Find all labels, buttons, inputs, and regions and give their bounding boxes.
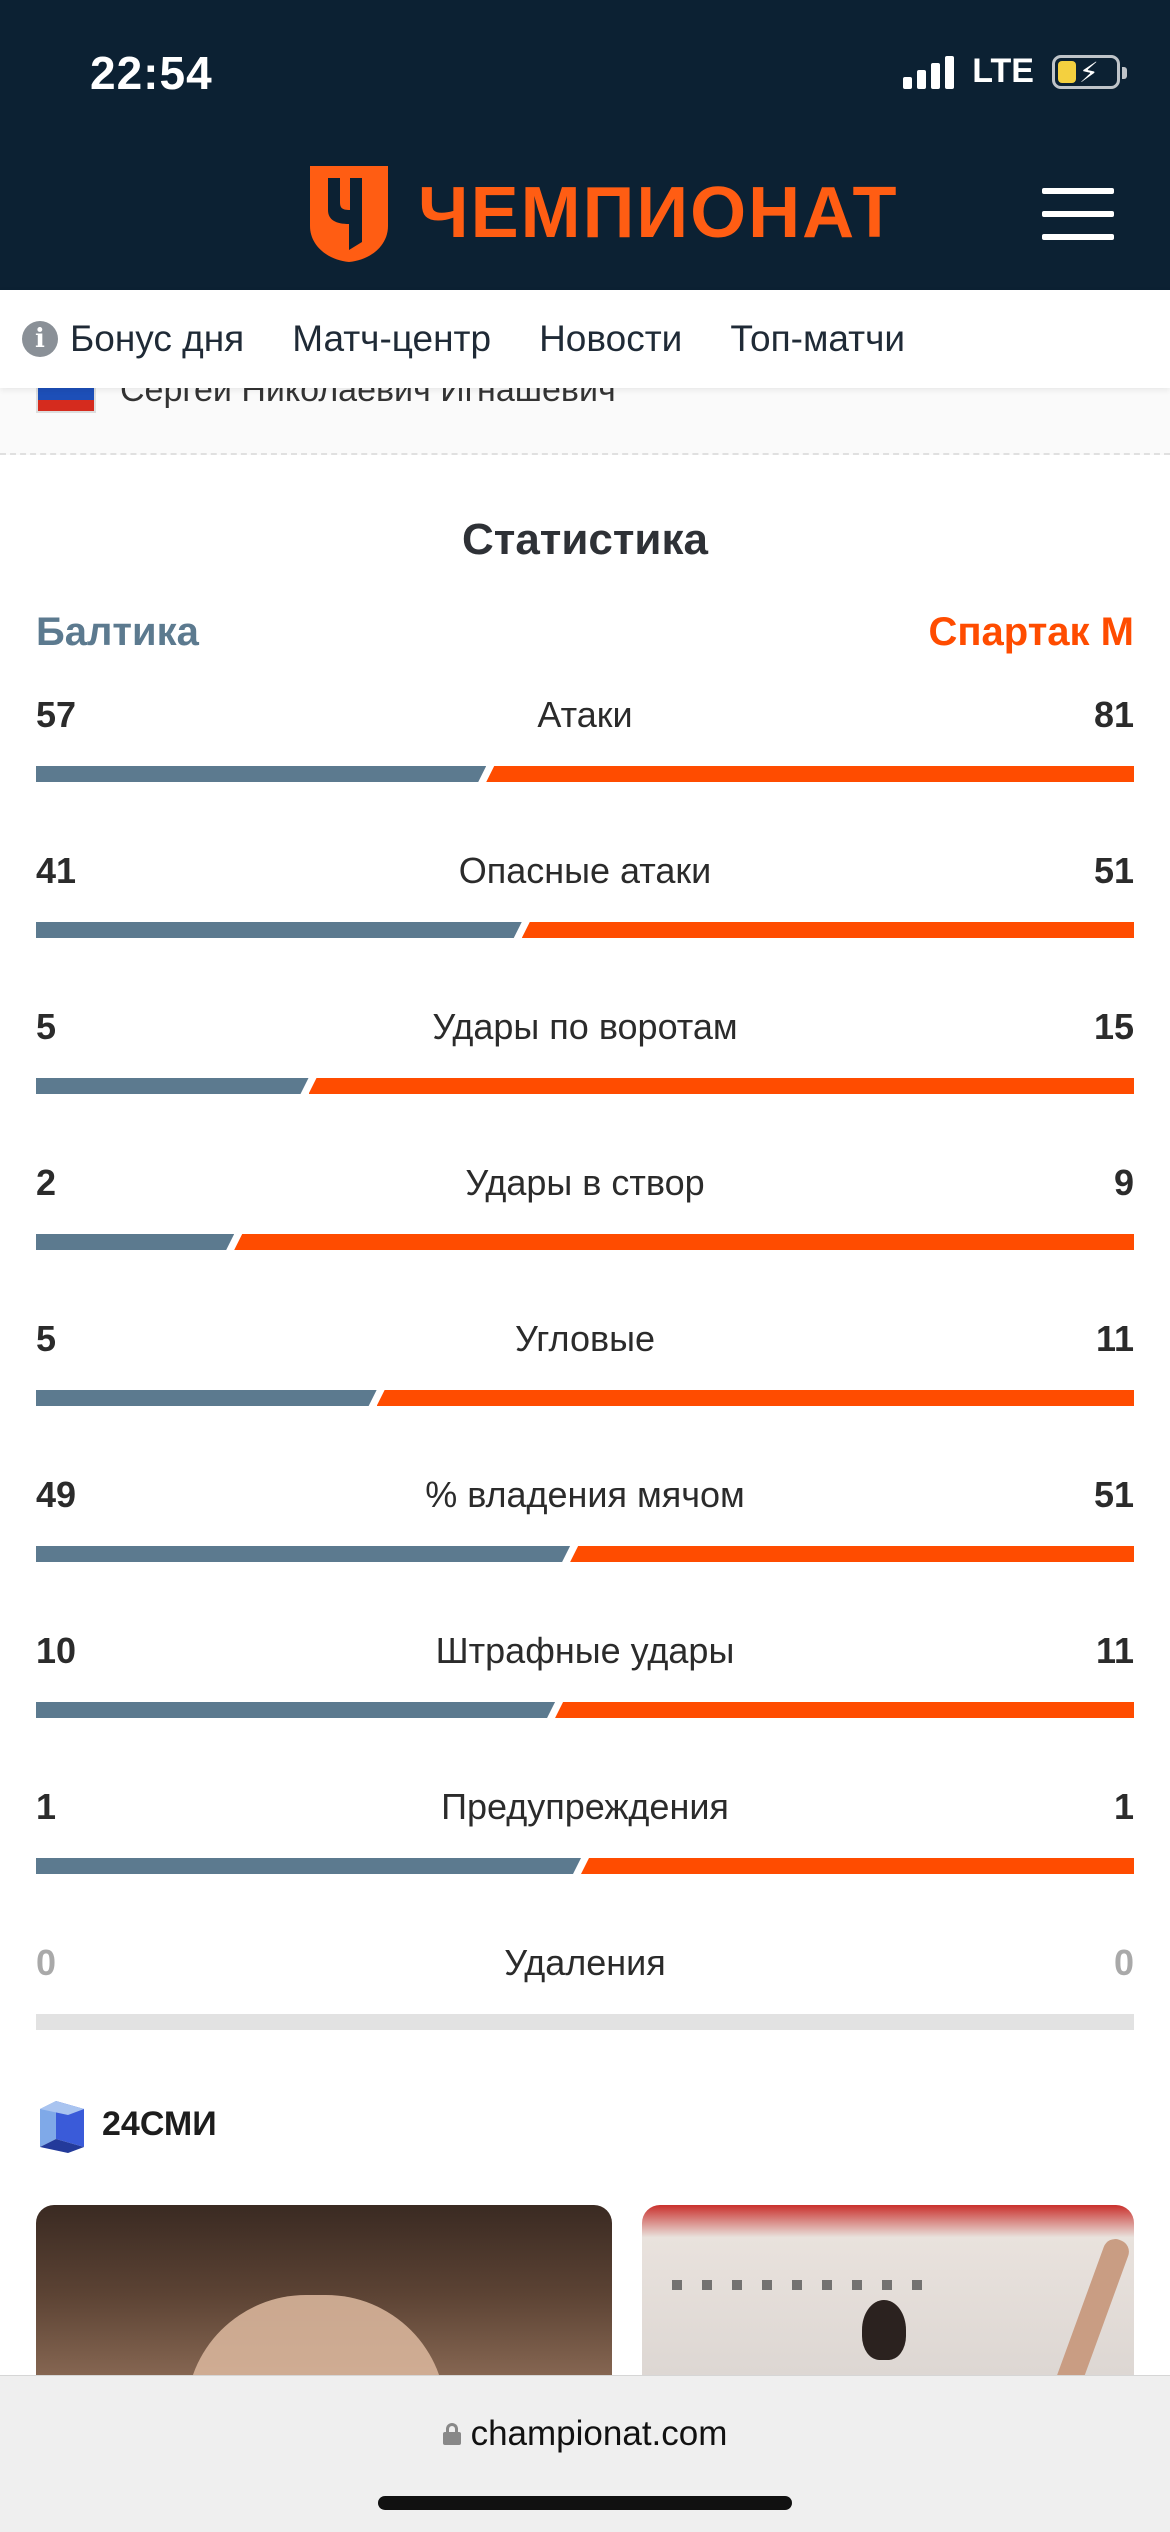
stat-row: 0 Удаления 0 — [36, 1938, 1134, 2058]
nav-item-label: Новости — [539, 318, 683, 359]
stat-bar — [36, 922, 1134, 938]
stat-away-value: 1 — [1113, 1786, 1134, 1827]
status-bar: 22:54 LTE ⚡ — [0, 0, 1170, 140]
stat-bar-home — [36, 922, 522, 938]
top-nav: i Бонус дня Матч-центр Новости Топ-матчи — [0, 290, 1170, 388]
news-card-image[interactable] — [36, 2205, 612, 2385]
stat-bar-away — [570, 1546, 1134, 1562]
stat-home-value: 5 — [36, 1006, 57, 1047]
away-team-name[interactable]: Спартак М — [928, 610, 1135, 654]
battery-icon: ⚡ — [1052, 54, 1127, 89]
stat-bar-home — [36, 1702, 555, 1718]
signal-icon — [903, 55, 955, 89]
nav-item-news[interactable]: Новости — [539, 318, 682, 360]
stat-away-value: 81 — [1093, 694, 1134, 735]
status-time: 22:54 — [90, 47, 213, 99]
stat-bar — [36, 1858, 1134, 1874]
stat-bar-away — [486, 766, 1134, 782]
home-team-name[interactable]: Балтика — [36, 610, 199, 654]
stat-away-value: 15 — [1093, 1006, 1134, 1047]
info-icon: i — [22, 321, 58, 357]
stat-home-value: 1 — [36, 1786, 57, 1827]
stat-home-value: 10 — [36, 1630, 77, 1671]
stat-bar-away — [555, 1702, 1134, 1718]
nav-item-bonus[interactable]: i Бонус дня — [22, 318, 244, 360]
url-text: championat.com — [470, 2414, 728, 2453]
stat-home-value: 2 — [36, 1162, 57, 1203]
statistics-title: Статистика — [462, 515, 708, 564]
browser-address-bar: championat.com — [0, 2375, 1170, 2532]
stat-bar — [36, 1702, 1134, 1718]
stat-away-value: 0 — [1113, 1942, 1134, 1983]
stat-bar-home — [36, 1234, 234, 1250]
referee-row: Сергей Николаевич Игнашевич — [0, 371, 1170, 455]
stat-bar — [36, 1546, 1134, 1562]
site-header: ЧЕМПИОНАТ — [0, 140, 1170, 290]
stat-bar-empty — [36, 2014, 1134, 2030]
smi-logo-icon — [40, 2101, 84, 2153]
status-indicators: LTE ⚡ — [903, 52, 1127, 91]
stat-bar-home — [36, 766, 486, 782]
home-indicator[interactable] — [378, 2496, 792, 2510]
nav-item-top-matches[interactable]: Топ-матчи — [730, 318, 905, 360]
stat-bar-home — [36, 1546, 570, 1562]
nav-item-label: Матч-центр — [292, 318, 492, 359]
stat-label: Опасные атаки — [458, 850, 712, 891]
teams-header: Балтика Спартак М — [36, 610, 1134, 655]
stat-row: 41 Опасные атаки 51 — [36, 846, 1134, 966]
stat-bar-away — [521, 922, 1134, 938]
stat-row: 1 Предупреждения 1 — [36, 1782, 1134, 1902]
stat-away-value: 51 — [1093, 1474, 1134, 1515]
stat-label: % владения мячом — [425, 1474, 745, 1515]
stat-label: Атаки — [537, 694, 633, 735]
stat-home-value: 41 — [36, 850, 77, 891]
smi-block-header[interactable]: 24СМИ — [36, 2095, 217, 2153]
stat-label: Угловые — [514, 1318, 656, 1359]
stat-bar — [36, 1234, 1134, 1250]
menu-icon[interactable] — [1042, 188, 1114, 240]
url-field[interactable]: championat.com — [0, 2414, 1170, 2454]
stat-home-value: 0 — [36, 1942, 57, 1983]
stat-home-value: 5 — [36, 1318, 57, 1359]
stat-row: 5 Удары по воротам 15 — [36, 1002, 1134, 1122]
stat-label: Удары по воротам — [432, 1006, 738, 1047]
stat-label: Удаления — [504, 1942, 666, 1983]
stat-label: Предупреждения — [441, 1786, 729, 1827]
stat-bar-home — [36, 1858, 581, 1874]
stat-away-value: 51 — [1093, 850, 1134, 891]
stat-away-value: 9 — [1113, 1162, 1134, 1203]
stat-away-value: 11 — [1095, 1318, 1134, 1359]
stat-row: 5 Угловые 11 — [36, 1314, 1134, 1434]
stat-bar — [36, 766, 1134, 782]
network-type: LTE — [972, 52, 1034, 90]
stat-row: 57 Атаки 81 — [36, 690, 1134, 810]
site-logo[interactable]: ЧЕМПИОНАТ — [306, 162, 898, 264]
stat-label: Удары в створ — [465, 1162, 705, 1203]
nav-item-match-center[interactable]: Матч-центр — [292, 318, 491, 360]
lock-icon — [442, 2423, 461, 2445]
stat-home-value: 49 — [36, 1474, 77, 1515]
stat-away-value: 11 — [1095, 1630, 1134, 1671]
stat-bar-away — [376, 1390, 1134, 1406]
stat-row: 2 Удары в створ 9 — [36, 1158, 1134, 1278]
stat-row: 10 Штрафные удары 11 — [36, 1626, 1134, 1746]
stat-bar — [36, 1390, 1134, 1406]
stat-bar-away — [308, 1078, 1134, 1094]
stat-bar-away — [581, 1858, 1134, 1874]
stat-bar — [36, 1078, 1134, 1094]
stat-bar-home — [36, 1390, 377, 1406]
stat-home-value: 57 — [36, 694, 77, 735]
logo-text: ЧЕМПИОНАТ — [418, 173, 899, 253]
smi-label: 24СМИ — [102, 2104, 217, 2143]
news-card-image[interactable] — [642, 2205, 1134, 2385]
stat-bar — [36, 2014, 1134, 2030]
nav-item-label: Топ-матчи — [730, 318, 906, 359]
stat-bar-away — [234, 1234, 1134, 1250]
stat-label: Штрафные удары — [435, 1630, 735, 1671]
stat-bar-home — [36, 1078, 309, 1094]
nav-item-label: Бонус дня — [70, 318, 245, 359]
stat-row: 49 % владения мячом 51 — [36, 1470, 1134, 1590]
championat-logo-icon — [310, 166, 388, 262]
